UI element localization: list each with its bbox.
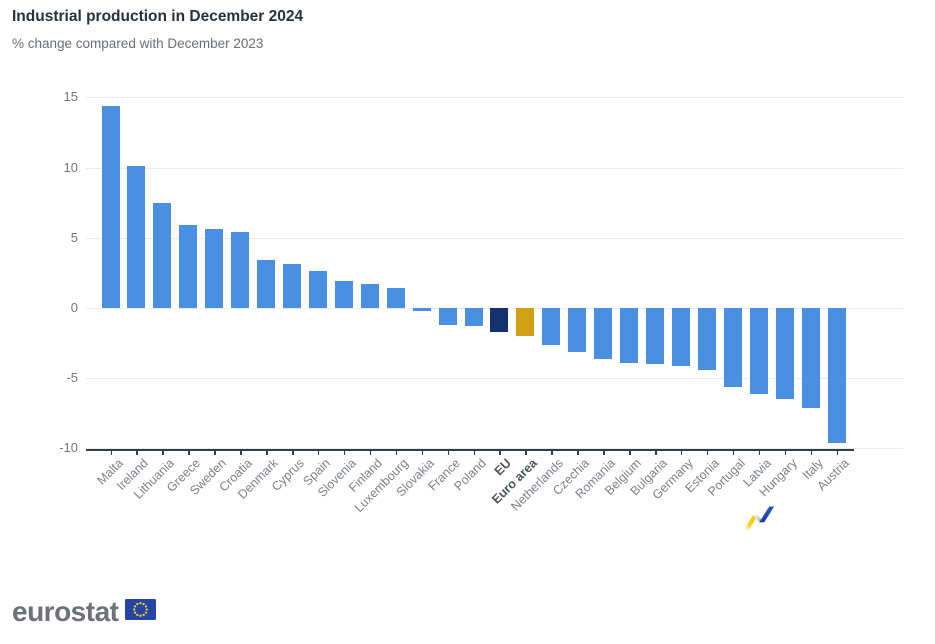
axis-tick — [551, 451, 553, 455]
bar-ireland[interactable] — [127, 166, 146, 308]
y-tick-label: 15 — [63, 89, 78, 105]
bar-netherlands[interactable] — [542, 308, 561, 345]
axis-tick — [136, 451, 138, 455]
bar-slovakia[interactable] — [412, 308, 431, 311]
axis-tick — [810, 451, 813, 455]
axis-tick — [603, 451, 605, 455]
axis-tick — [680, 451, 683, 455]
gridline — [86, 237, 903, 239]
axis-tick — [758, 451, 761, 455]
trend-ribbon-icon — [740, 500, 935, 644]
axis-tick — [499, 451, 501, 455]
axis-tick — [732, 451, 735, 455]
axis-tick — [784, 451, 787, 455]
bar-bulgaria[interactable] — [646, 308, 665, 365]
axis-tick — [240, 451, 242, 455]
bar-slovenia[interactable] — [334, 281, 353, 308]
axis-tick — [655, 451, 657, 455]
bar-estonia[interactable] — [697, 308, 716, 370]
bar-hungary[interactable] — [775, 308, 794, 400]
axis-tick — [473, 451, 476, 455]
y-tick-label: -5 — [66, 370, 78, 386]
bar-poland[interactable] — [464, 308, 483, 327]
axis-tick — [188, 451, 190, 455]
gridline — [86, 97, 903, 99]
chart: 15 10 5 0 -5 -10 Malta Ireland Lithuania Greece Sw… — [59, 89, 903, 515]
bar-france[interactable] — [438, 308, 457, 325]
eurostat-logo: eurostat — [12, 596, 157, 627]
bar-cyprus[interactable] — [283, 264, 301, 308]
axis-tick — [577, 451, 579, 455]
y-tick-label: 5 — [70, 229, 78, 245]
bar-czechia[interactable] — [568, 308, 587, 352]
axis-tick — [629, 451, 631, 455]
axis-tick — [162, 451, 164, 455]
bar-luxembourg[interactable] — [386, 288, 405, 308]
axis-tick — [836, 451, 839, 455]
axis-tick — [421, 451, 424, 455]
bar-austria[interactable] — [827, 308, 846, 443]
axis-tick — [343, 451, 346, 455]
bar-portugal[interactable] — [723, 308, 742, 387]
bar-germany[interactable] — [671, 308, 690, 366]
axis-tick — [525, 451, 527, 455]
axis-tick — [447, 451, 450, 455]
bar-eu[interactable] — [490, 308, 509, 332]
bar-latvia[interactable] — [749, 308, 768, 394]
bar-spain[interactable] — [308, 271, 327, 308]
gridline — [86, 448, 903, 450]
axis-tick — [214, 451, 216, 455]
bar-malta[interactable] — [101, 105, 120, 308]
bar-romania[interactable] — [594, 308, 613, 359]
eu-flag-icon — [125, 599, 157, 625]
page-title: Industrial production in December 2024 — [12, 8, 304, 25]
bar-italy[interactable] — [801, 308, 820, 408]
y-tick-label: 10 — [63, 159, 78, 175]
axis-tick — [369, 451, 372, 455]
axis-tick — [266, 451, 268, 455]
x-axis-line — [86, 449, 854, 451]
bar-croatia[interactable] — [231, 232, 250, 308]
bar-sweden[interactable] — [205, 229, 224, 308]
bar-greece[interactable] — [179, 225, 198, 308]
bar-lithuania[interactable] — [153, 202, 172, 308]
axis-tick — [110, 451, 112, 455]
axis-tick — [317, 451, 320, 455]
bar-finland[interactable] — [360, 284, 379, 308]
bar-denmark[interactable] — [257, 260, 276, 308]
page-subtitle: % change compared with December 2023 — [12, 36, 264, 51]
gridline — [86, 378, 903, 380]
axis-tick — [395, 451, 398, 455]
axis-tick — [292, 451, 294, 455]
bar-belgium[interactable] — [620, 308, 639, 363]
eurostat-logo-text: eurostat — [12, 596, 119, 627]
axis-tick — [706, 451, 709, 455]
gridline — [86, 167, 903, 169]
bar-euro-area[interactable] — [516, 308, 535, 337]
y-tick-label: 0 — [70, 300, 78, 315]
y-tick-label: -10 — [59, 440, 78, 456]
